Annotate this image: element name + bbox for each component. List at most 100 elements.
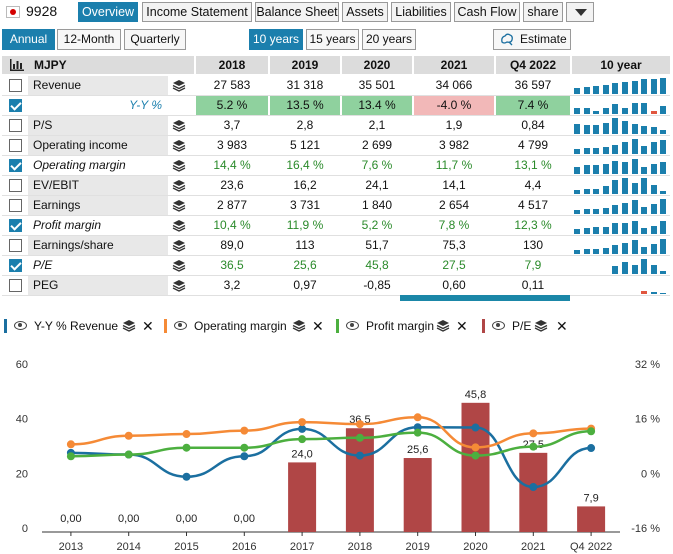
table-cell: 7.4 % [496,96,570,115]
sparkline-bar [660,130,667,134]
sparkline-bar [631,200,638,214]
period-annual-button[interactable]: Annual [2,29,55,50]
sparkline-bar [631,139,638,154]
close-icon[interactable]: ✕ [312,318,324,334]
layers-icon[interactable] [436,319,450,332]
table-cell: 75,3 [442,238,466,252]
range-10-years-button[interactable]: 10 years [249,29,303,50]
profit-margin-point [182,443,191,452]
sparkline-bar [641,167,648,174]
more-tabs-button[interactable] [566,2,594,22]
tab-share[interactable]: share [523,2,563,22]
sparkline-bar [650,185,657,194]
profit-margin-line [70,430,592,458]
profit-margin-point [124,450,133,459]
layers-icon[interactable] [172,179,186,192]
sparkline-bar [574,167,580,174]
row-checkbox[interactable] [9,99,22,112]
tab-overview[interactable]: Overview [78,2,138,22]
layers-icon[interactable] [172,139,186,152]
layers-icon[interactable] [172,199,186,212]
column-header: 2019 [270,56,340,74]
tab-balance-sheet[interactable]: Balance Sheet [255,2,339,22]
tab-liabilities[interactable]: Liabilities [391,2,451,22]
eye-icon[interactable] [492,321,505,330]
table-cell: 4 799 [517,138,549,152]
range-15-years-button[interactable]: 15 years [306,29,359,50]
eye-icon[interactable] [14,321,27,330]
layers-icon[interactable] [172,79,186,92]
estimate-button[interactable]: Estimate [493,29,571,50]
sparkline-bar [622,178,628,194]
operating-margin-point [471,443,480,452]
close-icon[interactable]: ✕ [556,318,568,334]
table-cell: 45,8 [365,258,389,272]
eye-icon[interactable] [174,321,187,330]
layers-icon[interactable] [172,159,186,172]
sparkline-bar [612,118,619,134]
sparkline-bar [660,140,667,154]
layers-icon[interactable] [172,259,186,272]
tab-cash-flow[interactable]: Cash Flow [454,2,520,22]
sparkline-bar [612,223,619,234]
tab-assets[interactable]: Assets [342,2,388,22]
close-icon[interactable]: ✕ [456,318,468,334]
sparkline-bar [574,229,580,234]
row-checkbox[interactable] [9,119,22,132]
row-checkbox[interactable] [9,279,22,292]
close-icon[interactable]: ✕ [142,318,154,334]
layers-icon[interactable] [292,319,306,332]
sparkline-bar [650,79,657,94]
pe-bar-label: 25,6 [407,444,428,456]
legend-profit-margin[interactable]: Profit margin ✕ [336,316,478,336]
pe-bar-label: 0,00 [234,513,255,525]
eye-icon[interactable] [346,321,359,330]
row-checkbox[interactable] [9,79,22,92]
layers-icon[interactable] [172,239,186,252]
sparkline-bar [583,228,590,234]
sparkline-bar [622,121,628,134]
y-y-revenue-point [413,423,422,432]
legend-color-swatch [4,319,7,333]
range-20-years-button[interactable]: 20 years [362,29,416,50]
layers-icon[interactable] [122,319,136,332]
period-12-month-button[interactable]: 12-Month [57,29,121,50]
layers-icon[interactable] [172,119,186,132]
sparkline-bar [583,189,590,194]
y-y-revenue-point [587,444,596,453]
legend-pe[interactable]: P/E ✕ [482,316,580,336]
table-cell: 5.2 % [196,96,268,115]
legend-yy-revenue[interactable]: Y-Y % Revenue ✕ [4,316,156,336]
sparkline-bar [631,103,638,114]
sparkline-bar [593,111,600,114]
x-tick-label: Q4 2022 [570,541,612,553]
sparkline-bar [583,87,590,94]
y-y-revenue-point [355,451,364,460]
row-checkbox[interactable] [9,179,22,192]
table-corner: MJPY [2,56,194,74]
row-checkbox[interactable] [9,239,22,252]
sparkline-bar [631,183,638,194]
table-cell: 14,4 % [213,158,251,172]
legend-operating-margin[interactable]: Operating margin ✕ [164,316,328,336]
layers-icon[interactable] [172,279,186,292]
period-quarterly-button[interactable]: Quarterly [124,29,186,50]
row-checkbox[interactable] [9,199,22,212]
layers-icon[interactable] [172,219,186,232]
sparkline-bar [622,203,628,214]
row-checkbox[interactable] [9,159,22,172]
row-checkbox[interactable] [9,219,22,232]
table-row: P/E 36,5 25,6 45,8 27,5 7,9 [2,256,670,276]
row-checkbox[interactable] [9,259,22,272]
pe-bar-label: 0,00 [60,513,81,525]
row-checkbox[interactable] [9,139,22,152]
sparkline [574,238,670,254]
sparkline-bar [593,86,600,94]
row-label: Operating margin [28,156,168,175]
table-cell: 34 066 [435,78,473,92]
layers-icon[interactable] [534,319,548,332]
sparkline-bar [583,209,590,214]
tab-income-statement[interactable]: Income Statement [142,2,252,22]
sparkline-bar [650,292,657,294]
profit-margin-point [240,443,249,452]
